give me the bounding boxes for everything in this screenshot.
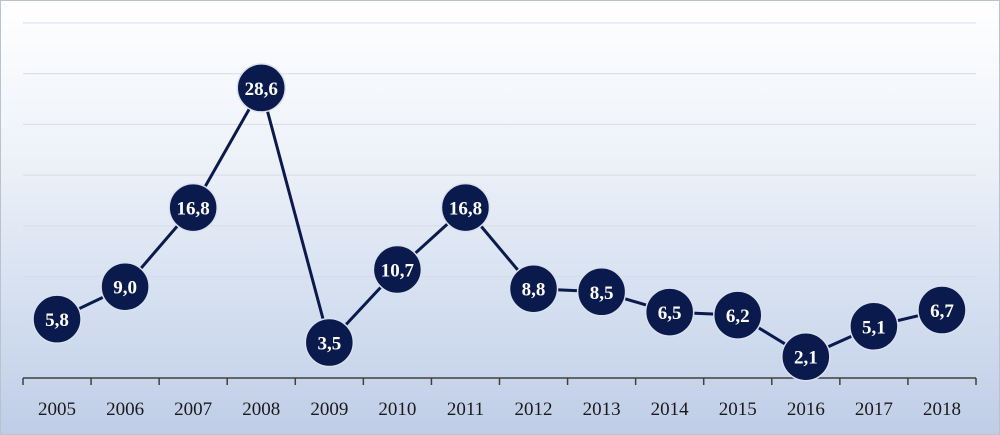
x-tick-label: 2007: [174, 399, 212, 420]
x-tick-label: 2015: [719, 399, 757, 420]
data-label: 6,7: [930, 301, 954, 322]
x-tick-label: 2009: [310, 399, 348, 420]
data-label: 16,8: [449, 199, 482, 220]
data-point: [644, 287, 695, 337]
gridlines: [23, 22, 976, 328]
series: [32, 63, 967, 382]
data-label: 28,6: [245, 79, 278, 100]
data-point: [781, 331, 831, 382]
data-label: 2,1: [794, 348, 818, 369]
data-point: [576, 267, 627, 317]
data-label: 5,1: [862, 317, 886, 338]
data-labels: 5,8 9,0 16,8 28,6 3,5 10,7 16,8 8,8 8,5 6,5 6,2 2,1…: [45, 79, 954, 369]
data-label: 8,5: [590, 283, 614, 304]
x-tick-label: 2017: [855, 399, 893, 420]
data-point: [372, 244, 423, 295]
x-tick-label: 2011: [447, 399, 484, 420]
data-point: [713, 290, 763, 340]
x-tick-label: 2013: [583, 399, 621, 420]
data-label: 5,8: [45, 310, 69, 331]
data-label: 8,8: [522, 280, 546, 301]
data-label: 10,7: [381, 260, 415, 281]
data-point: [304, 317, 355, 368]
x-tick-label: 2012: [515, 399, 553, 420]
x-tick-label: 2008: [242, 399, 280, 420]
data-point: [440, 182, 491, 233]
data-label: 16,8: [177, 199, 210, 220]
data-point: [236, 63, 286, 113]
data-label: 6,5: [658, 303, 682, 324]
data-point: [32, 294, 82, 344]
data-point: [849, 301, 899, 352]
data-label: 6,2: [726, 306, 750, 327]
data-label: 9,0: [113, 278, 137, 299]
data-point: [917, 285, 967, 335]
data-point: [168, 182, 218, 233]
x-axis: 2005 2006 2007 2008 2009 2010 2011 2012 2013 2014…: [22, 377, 977, 420]
data-label: 3,5: [317, 334, 341, 355]
x-tick-label: 2018: [923, 399, 961, 420]
x-tick-label: 2006: [106, 399, 144, 420]
data-point: [100, 261, 150, 312]
x-tick-label: 2016: [787, 399, 825, 420]
x-tick-label: 2005: [38, 399, 76, 420]
x-tick-label: 2014: [651, 399, 690, 420]
data-point: [508, 263, 559, 314]
x-tick-label: 2010: [378, 399, 416, 420]
